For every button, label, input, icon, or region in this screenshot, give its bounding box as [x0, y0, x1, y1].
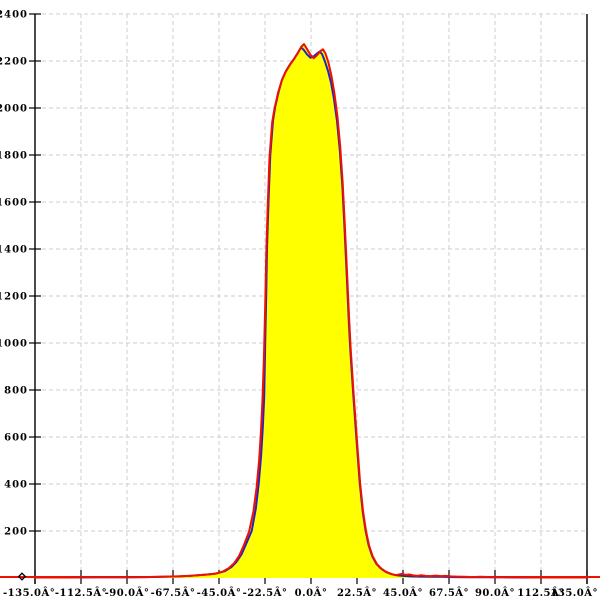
x-tick-label: 90.0Â° — [475, 587, 515, 599]
y-tick-label: 1200 — [0, 292, 28, 303]
x-tick-label: 0.0Â° — [295, 587, 328, 599]
x-tick-label: 67.5Â° — [429, 587, 469, 599]
y-tick-label: 400 — [4, 480, 28, 491]
x-tick-label: 45.0Â° — [383, 587, 423, 599]
x-tick-label: 112.5Â° — [517, 587, 565, 599]
y-tick-label: 1000 — [0, 339, 28, 350]
x-tick-label: 22.5Â° — [337, 587, 377, 599]
x-tick-label: -135.0Â° — [3, 587, 55, 599]
red-curve-line — [34, 43, 588, 579]
diamond-marker — [17, 572, 27, 581]
x-tick-label: -45.0Â° — [197, 587, 242, 599]
x-tick-label: -67.5Â° — [151, 587, 196, 599]
y-tick-label: 800 — [4, 386, 28, 397]
red-curve-area — [35, 44, 587, 579]
y-tick-label: 1400 — [0, 245, 28, 256]
x-tick-label: -22.5Â° — [243, 587, 288, 599]
y-tick-label: 1800 — [0, 151, 28, 162]
y-tick-label: 2400 — [0, 10, 28, 21]
y-tick-label: 2000 — [0, 104, 28, 115]
y-tick-label: 2200 — [0, 57, 28, 68]
x-tick-label: -90.0Â° — [105, 587, 150, 599]
x-tick-label: -112.5Â° — [55, 587, 107, 599]
y-tick-label: 1600 — [0, 198, 28, 209]
x-tick-label: 135.0Â° — [550, 587, 598, 599]
y-tick-label: 600 — [4, 433, 28, 444]
y-tick-label: 200 — [4, 527, 28, 538]
